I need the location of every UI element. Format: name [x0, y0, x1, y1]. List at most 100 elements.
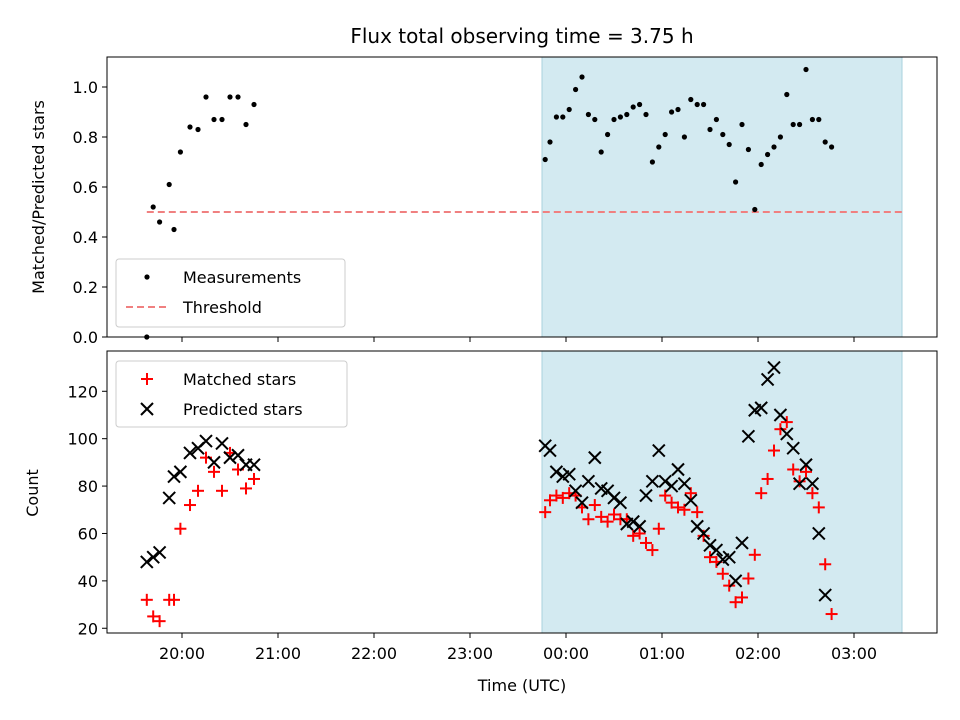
- measurement-point: [816, 116, 822, 123]
- matched-star-point: [812, 501, 825, 514]
- measurement-point: [166, 181, 172, 188]
- legend-matched-label: Matched stars: [183, 370, 296, 389]
- legend-predicted-marker: [140, 402, 154, 416]
- measurement-point: [560, 114, 566, 120]
- measurement-point: [688, 96, 694, 103]
- predicted-star-point: [173, 465, 188, 479]
- bottom-panel: 20 40 60 80 100 120 20:00 21:00 22:00 23:00 00:00…: [23, 350, 938, 695]
- matched-star-point: [672, 501, 684, 514]
- predicted-star-point: [684, 493, 698, 508]
- predicted-star-point: [626, 514, 640, 529]
- predicted-star-point: [207, 455, 221, 470]
- top-y-tick-label-4: 0.8: [73, 128, 98, 147]
- predicted-star-point: [728, 574, 743, 588]
- predicted-star-point: [247, 458, 261, 472]
- predicted-star-point: [760, 372, 775, 387]
- matched-star-point: [216, 484, 228, 497]
- measurement-point: [598, 149, 604, 155]
- matched-star-point: [748, 548, 761, 561]
- measurement-point: [797, 121, 803, 128]
- measurement-point: [630, 104, 636, 110]
- measurement-point: [177, 149, 183, 155]
- matched-star-point: [608, 508, 620, 521]
- bottom-y-tick-label-1: 40: [78, 572, 98, 591]
- top-panel: 0.0 0.2 0.4 0.6 0.8 1.0 Matched/Predicted sta…: [29, 56, 938, 347]
- bottom-x-ticks: 20:00 21:00 22:00 23:00 00:00 01:00 02:00 03:00: [159, 633, 877, 663]
- measurement-point: [605, 131, 611, 138]
- x-tick-label-7: 03:00: [831, 644, 877, 663]
- top-shaded-region: [541, 56, 903, 338]
- matched-star-point: [755, 487, 768, 500]
- x-tick-label-1: 21:00: [255, 644, 301, 663]
- predicted-star-point: [658, 474, 672, 489]
- predicted-star-point: [162, 491, 176, 505]
- matched-star-point: [240, 482, 252, 495]
- matched-star-point: [184, 499, 196, 512]
- matched-star-point: [248, 472, 260, 485]
- measurement-point: [758, 161, 764, 168]
- bottom-y-tick-label-3: 80: [78, 477, 98, 496]
- measurement-point: [656, 144, 662, 150]
- predicted-star-point: [677, 476, 692, 491]
- matched-star-point: [761, 472, 774, 485]
- measurement-point: [579, 74, 585, 80]
- predicted-star-point: [773, 408, 788, 422]
- predicted-star-point: [140, 555, 154, 569]
- measurement-point: [592, 116, 598, 123]
- top-measurement-points: [144, 66, 835, 340]
- matched-star-point: [704, 551, 716, 564]
- bottom-y-tick-label-0: 20: [78, 619, 98, 638]
- measurement-point: [784, 91, 790, 98]
- x-tick-label-6: 02:00: [735, 644, 781, 663]
- bottom-shaded-region: [541, 350, 903, 634]
- chart-title: Flux total observing time = 3.75 h: [350, 24, 693, 48]
- measurement-point: [566, 106, 572, 113]
- measurement-point: [195, 126, 201, 133]
- predicted-star-point: [223, 450, 237, 465]
- top-y-tick-label-0: 0.0: [73, 328, 98, 347]
- measurement-point: [809, 116, 816, 123]
- measurement-point: [624, 111, 630, 118]
- predicted-star-point: [581, 474, 596, 489]
- measurement-point: [745, 146, 752, 153]
- measurement-point: [157, 219, 163, 225]
- top-y-axis-label: Matched/Predicted stars: [29, 100, 48, 294]
- matched-star-point: [640, 536, 652, 549]
- predicted-star-point: [146, 550, 160, 564]
- matched-star-point: [774, 423, 787, 436]
- bottom-y-axis-label: Count: [23, 469, 42, 517]
- predicted-star-point: [652, 443, 666, 458]
- matched-star-point: [588, 499, 601, 512]
- legend-predicted-label: Predicted stars: [183, 400, 303, 419]
- predicted-star-point: [613, 495, 628, 510]
- matched-star-point: [742, 572, 755, 585]
- matched-star-point: [168, 593, 180, 606]
- measurement-point: [553, 114, 560, 120]
- matched-star-point: [582, 513, 595, 526]
- legend-matched-marker: [141, 373, 153, 385]
- predicted-star-point: [568, 484, 583, 498]
- measurement-point: [777, 134, 784, 140]
- x-tick-label-4: 00:00: [543, 644, 589, 663]
- measurement-point: [211, 116, 217, 123]
- matched-star-point: [825, 608, 838, 621]
- matched-star-point: [736, 591, 748, 604]
- predicted-star-point: [588, 450, 602, 465]
- predicted-star-point: [549, 465, 564, 479]
- predicted-star-point: [735, 536, 749, 550]
- matched-star-point: [174, 522, 187, 535]
- measurement-point: [203, 94, 209, 100]
- matched-star-point: [208, 465, 220, 478]
- measurement-point: [251, 101, 257, 108]
- matched-star-point: [646, 544, 659, 557]
- predicted-star-point: [792, 476, 807, 491]
- x-tick-label-0: 20:00: [159, 644, 205, 663]
- measurement-point: [752, 206, 758, 213]
- top-legend: Measurements Threshold: [115, 258, 346, 328]
- predicted-star-point: [696, 526, 711, 541]
- matched-star-point: [793, 475, 806, 488]
- measurement-point: [765, 151, 771, 158]
- predicted-star-point: [709, 543, 724, 557]
- measurement-point: [803, 66, 809, 73]
- measurement-point: [643, 111, 649, 118]
